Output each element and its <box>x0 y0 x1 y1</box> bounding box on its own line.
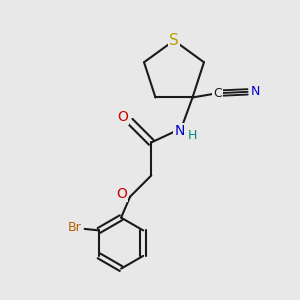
Text: C: C <box>213 87 222 100</box>
Text: O: O <box>116 187 127 201</box>
Text: Br: Br <box>68 221 82 234</box>
Text: N: N <box>175 124 185 139</box>
Text: O: O <box>117 110 128 124</box>
Text: H: H <box>188 130 197 142</box>
Text: N: N <box>250 85 260 98</box>
Text: S: S <box>169 33 179 48</box>
